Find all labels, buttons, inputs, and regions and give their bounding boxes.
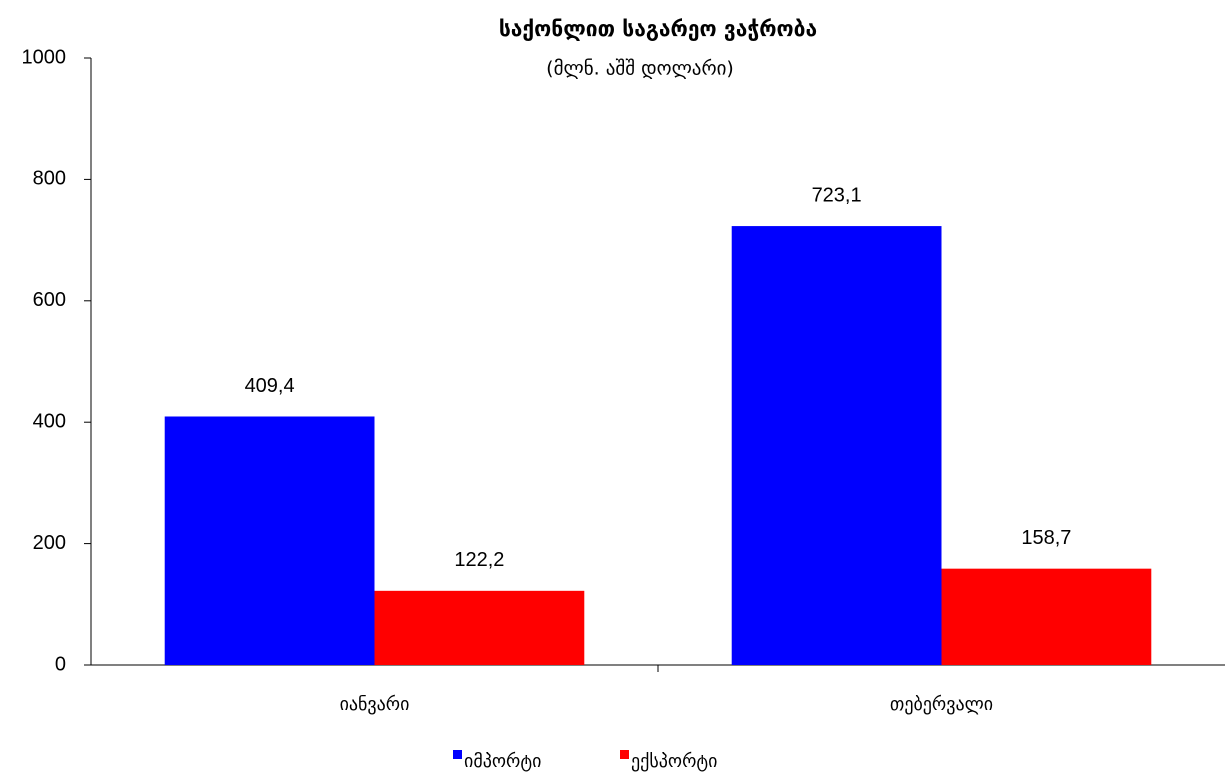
- chart-subtitle: (მლნ. აშშ დოლარი): [546, 58, 734, 80]
- y-tick-label: 600: [33, 289, 66, 311]
- y-tick-label: 200: [33, 532, 66, 554]
- legend-swatch: [620, 750, 629, 759]
- y-tick-label: 0: [55, 653, 66, 675]
- bar: [941, 568, 1152, 665]
- legend-swatch: [453, 750, 462, 759]
- value-label: 158,7: [1021, 527, 1071, 549]
- chart-title: საქონლით საგარეო ვაჭრობა: [499, 17, 817, 41]
- legend-label: ექსპორტი: [631, 751, 717, 772]
- value-label: 122,2: [454, 549, 504, 571]
- legend-label: იმპორტი: [464, 751, 541, 772]
- y-tick-label: 1000: [22, 46, 67, 68]
- x-tick-label: თებერვალი: [890, 694, 993, 715]
- value-label: 723,1: [812, 184, 862, 206]
- bar: [164, 416, 375, 665]
- bar: [731, 226, 942, 665]
- bar: [374, 590, 585, 665]
- y-tick-label: 800: [33, 168, 66, 190]
- value-label: 409,4: [245, 375, 295, 397]
- x-tick-label: იანვარი: [340, 694, 410, 715]
- y-tick-label: 400: [33, 410, 66, 432]
